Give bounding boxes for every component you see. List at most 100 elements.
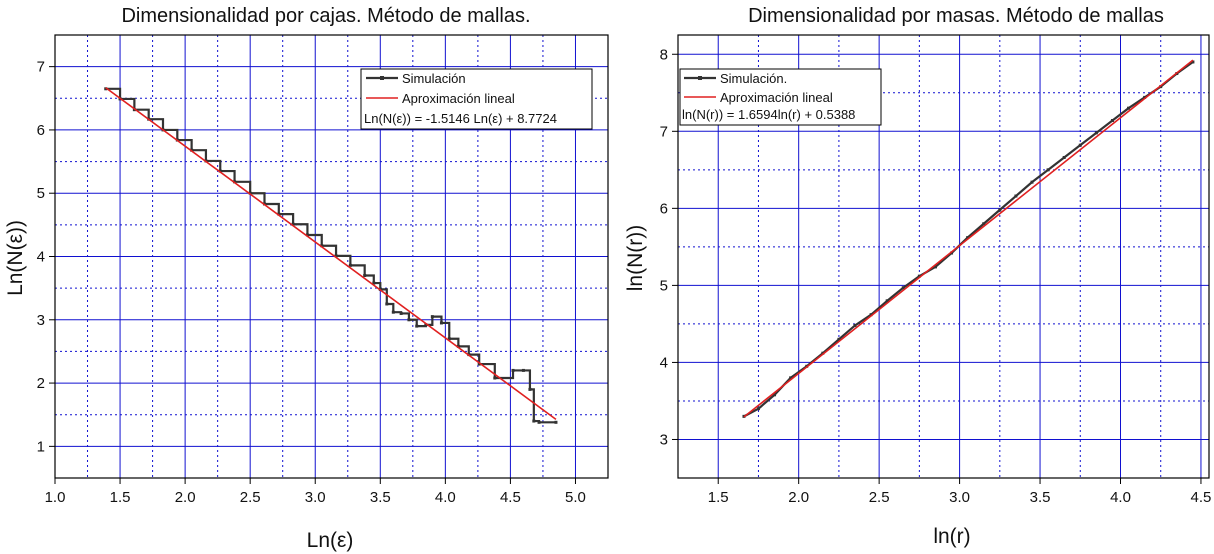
simulation-point xyxy=(966,236,970,240)
axis-ticks: 1.5 2.0 2.5 3.0 3.5 4.0 4.5 3 4 5 6 7 8 xyxy=(660,46,1212,506)
y-axis-label: Ln(N(ε)) xyxy=(4,220,27,296)
simulation-point xyxy=(430,315,434,319)
y-tick-label: 3 xyxy=(37,312,45,329)
legend-sim-marker xyxy=(380,76,384,80)
simulation-point xyxy=(372,281,376,285)
simulation-point xyxy=(789,376,793,380)
x-tick-label: 3.0 xyxy=(305,489,326,506)
simulation-point xyxy=(363,273,367,277)
simulation-point xyxy=(950,251,954,255)
simulation-point xyxy=(391,310,395,314)
legend-sim-marker xyxy=(698,76,702,80)
x-tick-label: 4.5 xyxy=(500,489,521,506)
legend: Simulación Aproximación lineal Ln(N(ε)) … xyxy=(360,68,593,130)
simulation-point xyxy=(277,212,281,216)
simulation-point xyxy=(348,263,352,267)
simulation-point xyxy=(385,302,389,306)
y-tick-label: 6 xyxy=(660,200,668,217)
simulation-point xyxy=(1078,143,1082,147)
y-tick-label: 7 xyxy=(37,59,45,76)
simulation-point xyxy=(477,362,481,366)
simulation-point xyxy=(104,87,108,91)
simulation-point xyxy=(305,233,309,237)
legend: Simulación. Aproximación lineal ln(N(r))… xyxy=(679,68,882,126)
simulation-line xyxy=(105,87,556,424)
fit-line xyxy=(105,87,557,421)
chart-box-dimension: Dimensionalidad por cajas. Método de mal… xyxy=(4,5,609,552)
y-tick-label: 4 xyxy=(660,354,668,371)
simulation-point xyxy=(1191,60,1195,64)
data-layer xyxy=(104,87,558,424)
simulation-point xyxy=(511,368,515,372)
simulation-point xyxy=(853,323,857,327)
simulation-point xyxy=(1062,155,1066,159)
simulation-point xyxy=(821,351,825,355)
legend-box xyxy=(360,68,593,130)
x-tick-label: 4.0 xyxy=(435,489,456,506)
simulation-point xyxy=(399,311,403,315)
simulation-point xyxy=(756,407,760,411)
simulation-point xyxy=(1094,131,1098,135)
x-tick-label: 3.5 xyxy=(370,489,391,506)
axis-ticks: 1.0 1.5 2.0 2.5 3.0 3.5 4.0 4.5 5.0 1 2 3 4 5 6 7 xyxy=(37,59,586,506)
x-tick-label: 2.0 xyxy=(175,489,196,506)
simulation-point xyxy=(320,244,324,248)
simulation-point xyxy=(1127,106,1131,110)
x-tick-label: 3.0 xyxy=(949,489,970,506)
x-tick-label: 1.5 xyxy=(110,489,131,506)
simulation-point xyxy=(456,344,460,348)
x-tick-label: 3.5 xyxy=(1030,489,1051,506)
legend-sim-label: Simulación xyxy=(402,71,466,86)
simulation-point xyxy=(885,299,889,303)
simulation-point xyxy=(439,321,443,325)
simulation-point xyxy=(933,265,937,269)
x-tick-label: 4.0 xyxy=(1110,489,1131,506)
y-tick-label: 1 xyxy=(37,438,45,455)
legend-fit-label: Aproximación lineal xyxy=(402,91,515,106)
simulation-point xyxy=(917,274,921,278)
y-tick-label: 3 xyxy=(660,431,668,448)
simulation-point xyxy=(334,254,338,258)
simulation-point xyxy=(1110,119,1114,123)
simulation-point xyxy=(1030,180,1034,184)
fit-line xyxy=(743,59,1194,418)
legend-fit-label: Aproximación lineal xyxy=(720,90,833,105)
y-tick-label: 6 xyxy=(37,122,45,139)
simulation-point xyxy=(447,337,451,341)
simulation-point xyxy=(218,169,222,173)
simulation-point xyxy=(528,387,532,391)
legend-equation: ln(N(r)) = 1.6594ln(r) + 0.5388 xyxy=(682,107,855,122)
chart-title: Dimensionalidad por masas. Método de mal… xyxy=(748,5,1164,27)
simulation-point xyxy=(554,420,558,424)
simulation-point xyxy=(532,419,536,423)
simulation-point xyxy=(837,337,841,341)
simulation-point xyxy=(521,368,525,372)
simulation-point xyxy=(773,393,777,397)
y-tick-label: 5 xyxy=(37,185,45,202)
x-axis-label: ln(r) xyxy=(933,525,970,548)
y-tick-label: 8 xyxy=(660,46,668,63)
simulation-point xyxy=(291,222,295,226)
simulation-point xyxy=(1046,168,1050,172)
simulation-point xyxy=(998,208,1002,212)
x-tick-label: 4.5 xyxy=(1191,489,1212,506)
x-tick-label: 2.5 xyxy=(240,489,261,506)
simulation-point xyxy=(869,313,873,317)
simulation-point xyxy=(1014,194,1018,198)
simulation-point xyxy=(901,286,905,290)
x-tick-label: 2.0 xyxy=(788,489,809,506)
legend-equation: Ln(N(ε)) = -1.5146 Ln(ε) + 8.7724 xyxy=(364,111,557,126)
simulation-point xyxy=(407,318,411,322)
x-axis-label: Ln(ε) xyxy=(307,529,354,552)
simulation-point xyxy=(537,420,541,424)
x-tick-label: 2.5 xyxy=(869,489,890,506)
simulation-point xyxy=(493,376,497,380)
chart-title: Dimensionalidad por cajas. Método de mal… xyxy=(121,5,530,27)
data-layer xyxy=(742,59,1195,418)
chart-mass-dimension: Dimensionalidad por masas. Método de mal… xyxy=(624,5,1211,548)
plot-frame xyxy=(677,34,1210,479)
y-tick-label: 4 xyxy=(37,249,45,266)
x-tick-label: 5.0 xyxy=(565,489,586,506)
simulation-point xyxy=(982,222,986,226)
legend-sim-label: Simulación. xyxy=(720,71,787,86)
